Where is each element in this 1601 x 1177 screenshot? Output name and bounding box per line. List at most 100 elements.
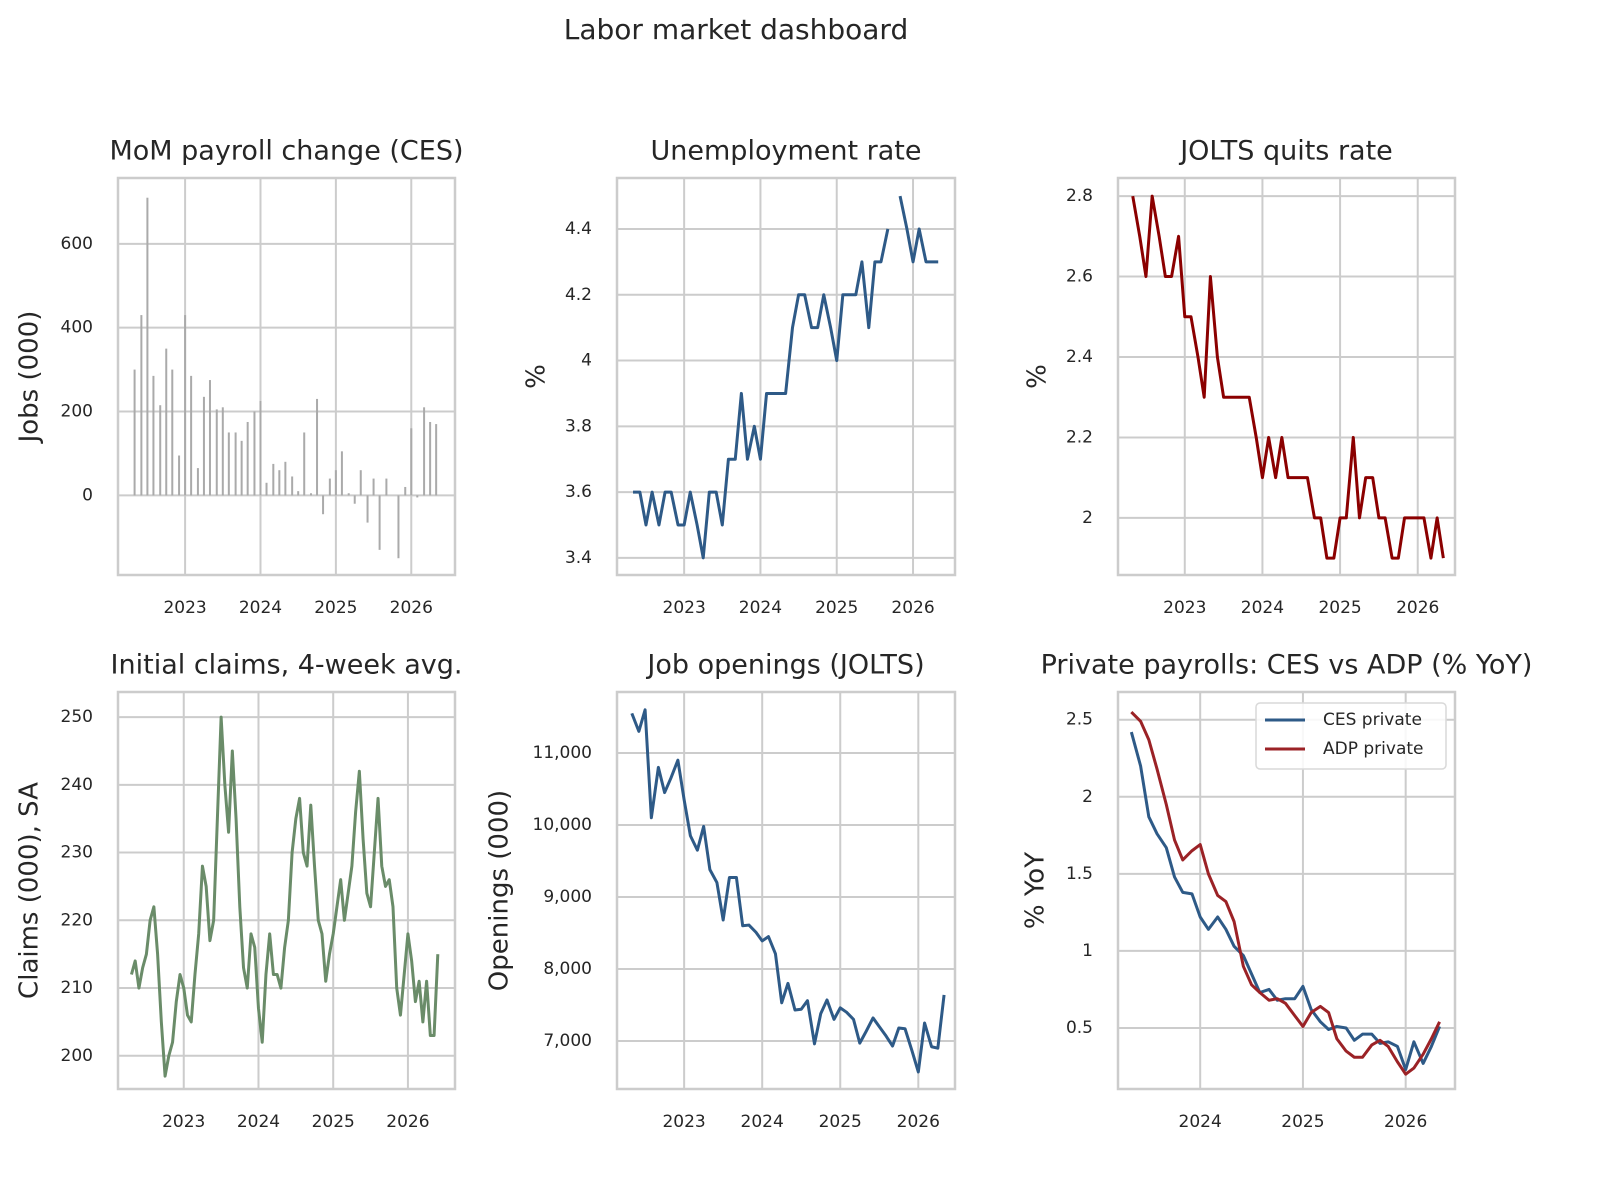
bar [190, 375, 193, 496]
bar [397, 495, 400, 559]
y-axis-label: % [1023, 364, 1053, 389]
bar [272, 463, 275, 496]
x-tick-label: 2023 [163, 598, 206, 618]
y-tick-label: 1.5 [1066, 864, 1093, 884]
plot-frame [1116, 690, 1457, 1091]
bar [303, 432, 306, 496]
data-line [1129, 731, 1441, 1072]
bar [178, 455, 181, 496]
y-tick-label: 1 [1082, 941, 1093, 961]
y-tick-label: 3.8 [565, 416, 592, 436]
dashboard-title: Labor market dashboard [564, 13, 908, 46]
bar [372, 478, 375, 496]
y-tick-label: 0 [82, 485, 93, 505]
data-line [130, 715, 440, 1078]
y-tick-label: 200 [61, 1046, 93, 1066]
chart-title: Job openings (JOLTS) [645, 650, 924, 681]
bar [146, 197, 149, 496]
bar [435, 424, 438, 496]
y-tick-label: 2.5 [1066, 710, 1093, 730]
bar [133, 369, 136, 496]
y-axis-label: % YoY [1021, 852, 1051, 929]
y-tick-label: 3.6 [565, 482, 592, 502]
y-tick-label: 2.2 [1066, 427, 1093, 447]
y-tick-label: 2 [1082, 508, 1093, 528]
x-tick-label: 2023 [162, 1112, 205, 1132]
data-line [1131, 194, 1445, 560]
x-tick-label: 2023 [662, 1112, 705, 1132]
x-tick-label: 2024 [1241, 598, 1284, 618]
bar [265, 482, 268, 496]
bar [227, 432, 230, 496]
plot-frame [615, 176, 957, 577]
y-tick-label: 220 [61, 910, 93, 930]
bar [366, 495, 369, 523]
bar [334, 470, 337, 496]
data-line [1130, 710, 1441, 1076]
x-tick-label: 2026 [1384, 1112, 1427, 1132]
y-axis-label: Openings (000) [485, 790, 515, 991]
bar [310, 493, 313, 496]
chart-title: JOLTS quits rate [1178, 136, 1393, 167]
bar [328, 478, 331, 496]
y-tick-label: 7,000 [543, 1031, 592, 1051]
x-tick-label: 2026 [1396, 598, 1439, 618]
bar [208, 380, 211, 496]
bar [221, 407, 224, 496]
legend-label: ADP private [1323, 739, 1423, 759]
chart-title: Initial claims, 4-week avg. [111, 650, 463, 681]
y-tick-label: 9,000 [543, 887, 592, 907]
x-tick-label: 2025 [314, 598, 357, 618]
x-tick-label: 2024 [1179, 1112, 1222, 1132]
y-tick-label: 10,000 [533, 815, 592, 835]
y-tick-label: 4.2 [565, 285, 592, 305]
bar [359, 470, 362, 496]
bar [404, 486, 407, 496]
y-tick-label: 400 [61, 318, 93, 338]
bar [410, 428, 413, 496]
bar [291, 476, 294, 496]
bar [278, 470, 281, 496]
bar [378, 495, 381, 550]
x-tick-label: 2025 [819, 1112, 862, 1132]
y-tick-label: 4 [581, 351, 592, 371]
bar [429, 421, 432, 496]
bar [353, 495, 356, 504]
bar [340, 451, 343, 496]
y-axis-label: Claims (000), SA [15, 782, 45, 999]
y-tick-label: 3.4 [565, 548, 592, 568]
plot-frame [615, 690, 957, 1091]
plot-frame [116, 176, 457, 577]
y-tick-label: 4.4 [565, 219, 592, 239]
data-line [630, 708, 946, 1074]
bar [159, 405, 162, 496]
chart-title: Private payrolls: CES vs ADP (% YoY) [1041, 650, 1533, 681]
x-tick-label: 2026 [897, 1112, 940, 1132]
bar [423, 407, 426, 496]
x-tick-label: 2025 [1281, 1112, 1324, 1132]
x-tick-label: 2026 [891, 598, 934, 618]
bar [253, 411, 256, 496]
x-tick-label: 2025 [1318, 598, 1361, 618]
y-tick-label: 250 [61, 707, 93, 727]
bar [215, 409, 218, 496]
x-tick-label: 2023 [663, 598, 706, 618]
y-tick-label: 2.4 [1066, 347, 1093, 367]
x-tick-label: 2025 [815, 598, 858, 618]
bar [202, 396, 205, 496]
data-line [633, 195, 939, 560]
bar [284, 461, 287, 496]
y-axis-label: Jobs (000) [15, 311, 45, 445]
legend-label: CES private [1323, 710, 1422, 730]
plot-frame [1116, 176, 1457, 577]
bar [385, 478, 388, 496]
chart-title: MoM payroll change (CES) [109, 136, 463, 167]
bar [259, 401, 262, 496]
bar [246, 421, 249, 496]
bar [322, 495, 325, 515]
y-tick-label: 11,000 [533, 743, 592, 763]
y-tick-label: 8,000 [543, 959, 592, 979]
bar [152, 375, 155, 496]
